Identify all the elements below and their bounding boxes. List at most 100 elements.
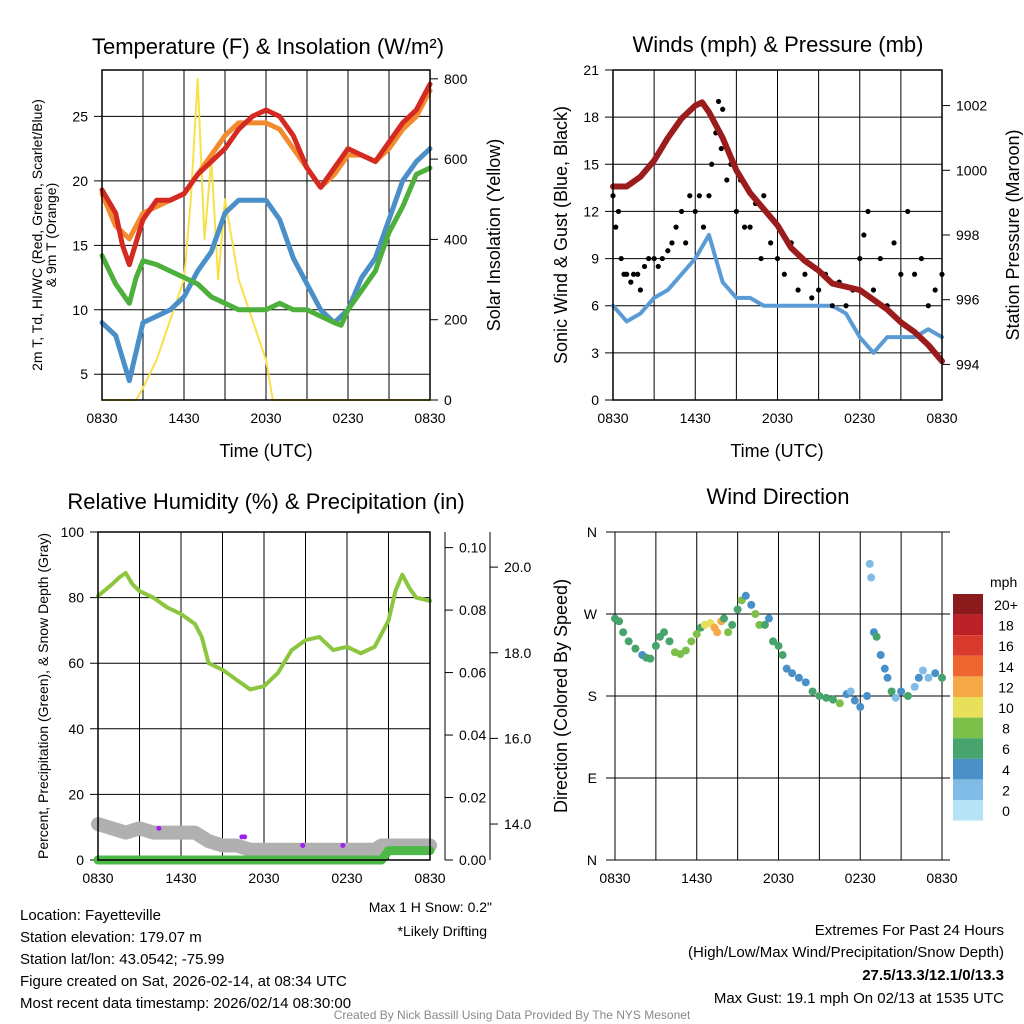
wind-direction-point bbox=[646, 654, 655, 663]
location: Location: Fayetteville bbox=[20, 907, 161, 924]
humidity-panel: Relative Humidity (%) & Precipitation (i… bbox=[35, 489, 531, 939]
gust-point bbox=[696, 193, 702, 199]
wind-direction-point bbox=[863, 692, 872, 700]
gust-point bbox=[615, 208, 622, 215]
gust-point bbox=[724, 177, 730, 183]
y-tick-label: 80 bbox=[68, 590, 84, 606]
y-tick-label: 20 bbox=[68, 786, 84, 802]
extremes-values: 27.5/13.3/12.1/0/13.3 bbox=[862, 967, 1004, 984]
direction-tick-label: N bbox=[587, 852, 597, 868]
x-tick-label: 0230 bbox=[845, 870, 876, 886]
temperature-panel: Temperature (F) & Insolation (W/m²) 2m T… bbox=[29, 34, 504, 461]
gust-point bbox=[665, 248, 671, 254]
legend-swatch bbox=[953, 594, 983, 615]
legend-label: 6 bbox=[1002, 741, 1010, 757]
wind-direction-point bbox=[883, 673, 892, 682]
x-tick-label: 0830 bbox=[82, 870, 113, 886]
drifting-point bbox=[340, 842, 346, 848]
legend-swatch bbox=[953, 655, 983, 677]
y-tick-label: 20 bbox=[72, 173, 88, 189]
precip-axis-tick-label: 0.02 bbox=[459, 790, 486, 806]
humidity-ylabel: Percent, Precipitation (Green), & Snow D… bbox=[35, 533, 51, 859]
gust-point bbox=[761, 193, 767, 199]
gust-point bbox=[709, 161, 715, 167]
gust-point bbox=[781, 271, 787, 277]
gust-point bbox=[655, 263, 661, 270]
gust-point bbox=[816, 287, 822, 293]
plot-frame bbox=[101, 69, 431, 401]
wind-direction-point bbox=[687, 637, 696, 646]
wind-direction-point bbox=[891, 693, 900, 702]
legend-title: mph bbox=[990, 574, 1017, 590]
gust-point bbox=[678, 208, 685, 215]
legend-swatch bbox=[953, 738, 983, 759]
legend-label: 16 bbox=[998, 638, 1014, 654]
wind-direction-point bbox=[815, 692, 824, 700]
gust-point bbox=[628, 279, 634, 285]
legend-swatch bbox=[953, 614, 983, 636]
gust-point bbox=[651, 255, 657, 262]
gust-point bbox=[758, 255, 764, 262]
wind-direction-point bbox=[741, 591, 750, 600]
heat-index-windchill-line bbox=[99, 146, 433, 384]
wind-direction-point bbox=[938, 673, 946, 682]
x-tick-label: 0830 bbox=[414, 870, 445, 886]
precip-axis-tick-label: 0.06 bbox=[459, 665, 486, 681]
wind-direction-point bbox=[897, 687, 906, 696]
wind-direction-title: Wind Direction bbox=[706, 484, 849, 509]
y-tick-label: 100 bbox=[61, 524, 85, 540]
gust-point bbox=[618, 255, 624, 262]
legend-swatch bbox=[953, 676, 983, 697]
winds-ylabel: Sonic Wind & Gust (Blue, Black) bbox=[551, 106, 571, 364]
max-gust: Max Gust: 19.1 mph On 02/13 at 1535 UTC bbox=[714, 990, 1004, 1007]
max-snow-label: Max 1 H Snow: 0.2" bbox=[369, 899, 492, 915]
direction-tick-label: N bbox=[587, 524, 597, 540]
wind-direction-point bbox=[918, 666, 927, 675]
insolation-line bbox=[101, 77, 431, 401]
y-tick-label: 40 bbox=[68, 721, 84, 737]
lat-lon: Station lat/lon: 43.0542; -75.99 bbox=[20, 951, 224, 968]
y-tick-label: 25 bbox=[72, 108, 88, 124]
snow-axis-tick-label: 18.0 bbox=[504, 645, 531, 661]
wind-direction-point bbox=[651, 641, 660, 650]
insolation-axis-tick-label: 200 bbox=[444, 312, 468, 328]
y-tick-label: 15 bbox=[583, 156, 599, 172]
gust-point bbox=[905, 208, 911, 215]
wind-direction-point bbox=[660, 628, 669, 637]
relative-humidity-line bbox=[96, 571, 432, 692]
gust-point bbox=[809, 295, 815, 301]
drifting-point bbox=[156, 825, 162, 831]
legend-label: 2 bbox=[1002, 782, 1010, 798]
y-tick-label: 12 bbox=[583, 203, 599, 219]
legend-label: 18 bbox=[998, 618, 1014, 634]
wind-direction-point bbox=[724, 628, 733, 637]
y-tick-label: 60 bbox=[68, 655, 84, 671]
x-tick-label: 0230 bbox=[331, 870, 362, 886]
wind-direction-point bbox=[910, 682, 919, 691]
wind-direction-point bbox=[924, 673, 933, 682]
winds-title: Winds (mph) & Pressure (mb) bbox=[633, 32, 924, 57]
gust-point bbox=[742, 224, 748, 230]
wind-direction-point bbox=[880, 664, 889, 673]
gust-point bbox=[891, 240, 897, 246]
wind-direction-point bbox=[788, 669, 797, 678]
insolation-axis-tick-label: 600 bbox=[444, 151, 468, 167]
pressure-line bbox=[610, 99, 945, 365]
snow-depth-line bbox=[91, 817, 437, 857]
wind-direction-point bbox=[876, 651, 885, 659]
gust-point bbox=[646, 255, 652, 262]
recent-timestamp: Most recent data timestamp: 2026/02/14 0… bbox=[20, 995, 351, 1012]
gust-point bbox=[641, 263, 648, 270]
gust-point bbox=[692, 208, 698, 215]
direction-tick-label: E bbox=[588, 770, 597, 786]
snow-axis-tick-label: 20.0 bbox=[504, 559, 531, 575]
legend-swatch bbox=[953, 779, 983, 800]
gust-point bbox=[865, 208, 871, 215]
elevation: Station elevation: 179.07 m bbox=[20, 929, 202, 946]
y-tick-label: 3 bbox=[591, 345, 599, 361]
gust-point bbox=[857, 255, 863, 262]
wind-direction-point bbox=[615, 617, 624, 626]
wind-direction-point bbox=[619, 628, 628, 637]
wind-direction-point bbox=[856, 702, 865, 711]
snow-axis-tick-label: 16.0 bbox=[504, 730, 531, 746]
